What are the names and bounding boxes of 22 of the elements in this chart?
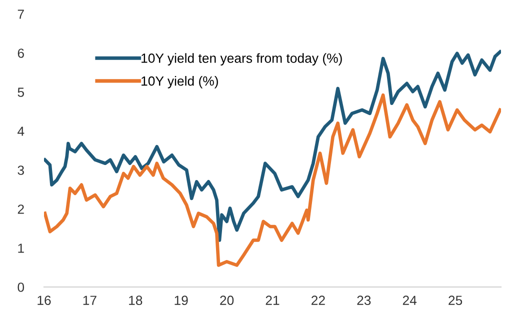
- x-tick-label: 17: [83, 296, 96, 305]
- x-tick-label: 24: [402, 296, 417, 305]
- y-tick-label: 2: [18, 204, 24, 214]
- y-tick-label: 0: [18, 282, 24, 292]
- y-tick-label: 4: [18, 126, 24, 136]
- y-tick-label: 7: [18, 10, 24, 19]
- x-tick-label: 16: [38, 296, 51, 306]
- line-series: [44, 93, 501, 267]
- x-tick-label: 18: [129, 296, 142, 306]
- y-tick-label: 3: [18, 166, 24, 175]
- x-tick-label: 25: [448, 296, 462, 306]
- x-tick-label: 19: [174, 296, 188, 306]
- line-series: [44, 50, 501, 242]
- legend-label: 10Y yield (%): [142, 76, 218, 88]
- legend-label: 10Y yield ten years from today (%): [142, 53, 342, 66]
- x-tick-label: 21: [266, 296, 280, 305]
- y-tick-label: 1: [18, 244, 24, 253]
- x-tick-label: 22: [312, 296, 325, 305]
- x-tick-label: 23: [357, 296, 371, 306]
- x-tick-label: 20: [220, 296, 234, 306]
- y-tick-label: 5: [18, 88, 24, 97]
- y-tick-label: 6: [18, 48, 24, 58]
